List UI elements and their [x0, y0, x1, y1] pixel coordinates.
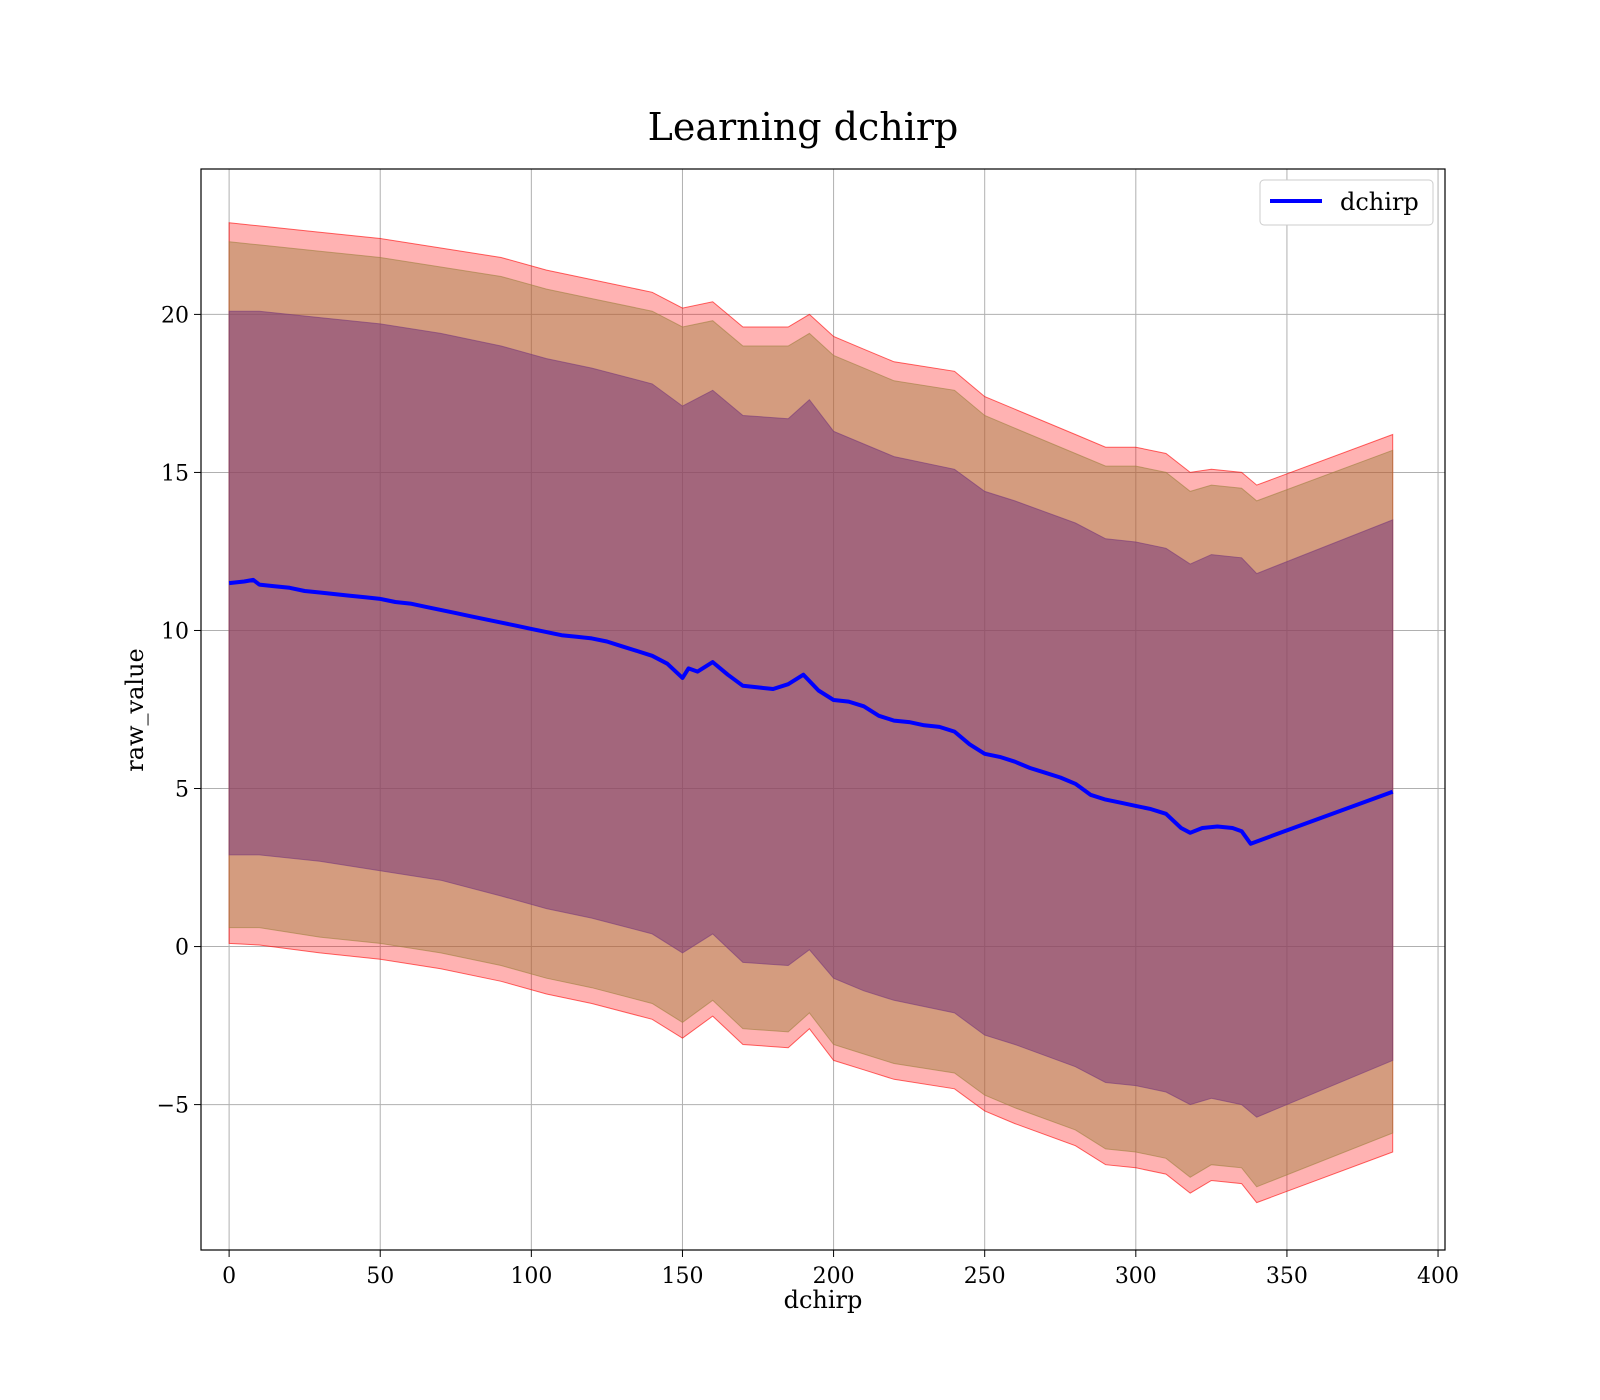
- plot-frame: [200, 168, 1446, 1251]
- confidence-bands: [228, 222, 1394, 1204]
- x-tick-label: 0: [222, 1264, 236, 1289]
- legend: dchirp: [1259, 179, 1434, 226]
- legend-label: dchirp: [1340, 188, 1419, 216]
- series-line-0: [228, 577, 1394, 846]
- x-axis-label: dchirp: [784, 1286, 863, 1314]
- y-tick-label: 20: [161, 303, 189, 328]
- x-tick-label: 250: [964, 1264, 1006, 1289]
- x-tick-label: 300: [1115, 1264, 1157, 1289]
- legend-box: [1259, 179, 1434, 226]
- y-tick-label: 15: [161, 461, 189, 486]
- x-tick-label: 400: [1417, 1264, 1459, 1289]
- series-lines: [228, 577, 1394, 846]
- ticks: 0 50 100 150 200 250 300 350 400 −5 0 5 10 15 20: [157, 303, 1459, 1289]
- band-2: [228, 310, 1394, 1118]
- y-tick-label: −5: [157, 1094, 189, 1119]
- chart-title: Learning dchirp: [648, 105, 959, 149]
- x-tick-label: 200: [813, 1264, 855, 1289]
- x-tick-label: 350: [1266, 1264, 1308, 1289]
- y-tick-label: 10: [161, 619, 189, 644]
- x-tick-label: 100: [510, 1264, 552, 1289]
- y-axis-label: raw_value: [121, 648, 149, 772]
- y-tick-label: 0: [175, 936, 189, 961]
- y-tick-label: 5: [175, 778, 189, 803]
- x-tick-label: 150: [661, 1264, 703, 1289]
- x-tick-label: 50: [366, 1264, 394, 1289]
